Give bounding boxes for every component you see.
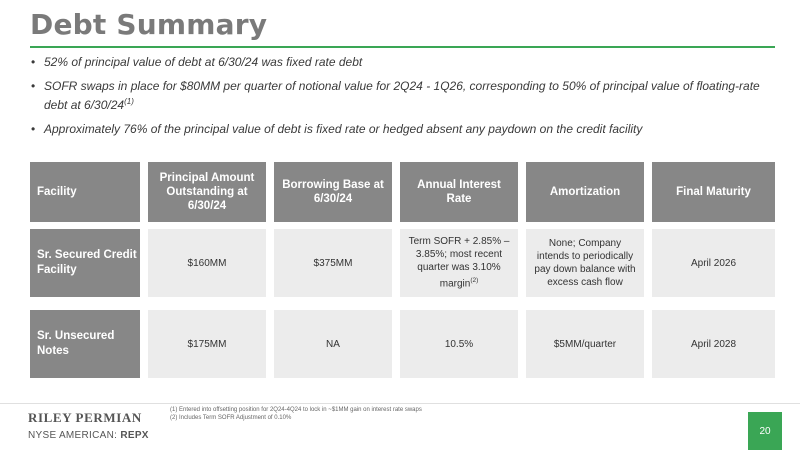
cell-interest-rate: Term SOFR + 2.85% – 3.85%; most recent q… [400, 229, 518, 297]
cell-amortization: $5MM/quarter [526, 310, 644, 378]
column-header-principal: Principal Amount Outstanding at 6/30/24 [148, 162, 266, 222]
cell-principal: $175MM [148, 310, 266, 378]
column-header-facility: Facility [30, 162, 140, 222]
cell-final-maturity: April 2028 [652, 310, 775, 378]
column-header-interest-rate: Annual Interest Rate [400, 162, 518, 222]
row-label-unsecured-notes: Sr. Unsecured Notes [30, 310, 140, 378]
bullet-list: 52% of principal value of debt at 6/30/2… [30, 55, 775, 146]
column-header-amortization: Amortization [526, 162, 644, 222]
bullet-item: SOFR swaps in place for $80MM per quarte… [30, 79, 775, 113]
row-label-credit-facility: Sr. Secured Credit Facility [30, 229, 140, 297]
footnote-1: (1) Entered into offsetting position for… [170, 407, 422, 413]
bullet-item: 52% of principal value of debt at 6/30/2… [30, 55, 775, 70]
cell-final-maturity: April 2026 [652, 229, 775, 297]
cell-interest-rate-text: Term SOFR + 2.85% – 3.85%; most recent q… [408, 236, 510, 290]
ticker-symbol: REPX [120, 430, 149, 441]
bullet-text: 52% of principal value of debt at 6/30/2… [44, 55, 363, 69]
column-header-borrowing-base: Borrowing Base at 6/30/24 [274, 162, 392, 222]
exchange-ticker: NYSE AMERICAN: REPX [28, 430, 149, 441]
footnotes: (1) Entered into offsetting position for… [170, 406, 422, 422]
bullet-text: Approximately 76% of the principal value… [44, 122, 643, 136]
exchange-label: NYSE AMERICAN: [28, 430, 118, 441]
footnote-2: (2) Includes Term SOFR Adjustment of 0.1… [170, 415, 292, 421]
cell-amortization: None; Company intends to periodically pa… [526, 229, 644, 297]
cell-borrowing-base: NA [274, 310, 392, 378]
bullet-text: SOFR swaps in place for $80MM per quarte… [44, 79, 760, 112]
column-header-final-maturity: Final Maturity [652, 162, 775, 222]
cell-borrowing-base: $375MM [274, 229, 392, 297]
cell-principal: $160MM [148, 229, 266, 297]
footer-divider [0, 403, 800, 404]
footnote-ref: (2) [470, 277, 479, 285]
cell-interest-rate: 10.5% [400, 310, 518, 378]
title-divider [30, 46, 775, 48]
page-number: 20 [748, 412, 782, 450]
page-title: Debt Summary [30, 8, 268, 41]
bullet-item: Approximately 76% of the principal value… [30, 122, 775, 137]
footnote-ref: (1) [124, 97, 134, 106]
company-logo: RILEY PERMIAN [28, 410, 142, 425]
